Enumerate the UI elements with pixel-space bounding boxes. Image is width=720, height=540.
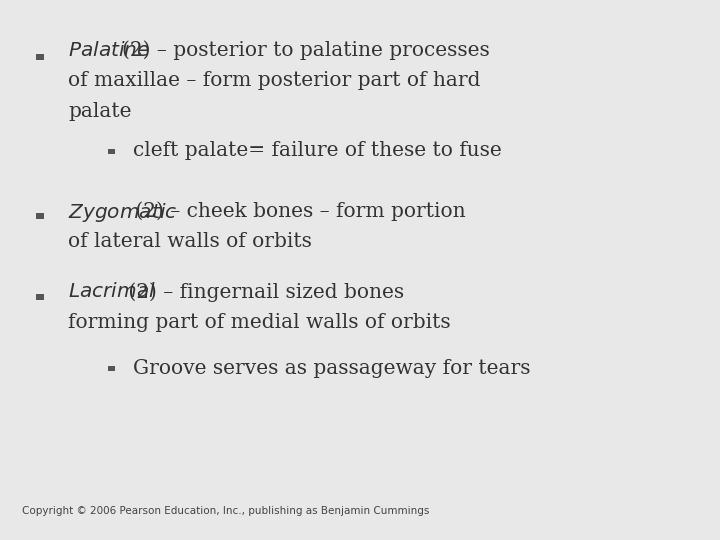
Text: cleft palate= failure of these to fuse: cleft palate= failure of these to fuse: [133, 141, 502, 160]
Text: of maxillae – form posterior part of hard: of maxillae – form posterior part of har…: [68, 71, 481, 90]
Text: (2) – fingernail sized bones: (2) – fingernail sized bones: [122, 282, 404, 301]
Text: (2) – posterior to palatine processes: (2) – posterior to palatine processes: [122, 40, 490, 60]
FancyBboxPatch shape: [36, 294, 44, 300]
Text: $\mathit{Palatine}$: $\mathit{Palatine}$: [68, 40, 150, 59]
Text: Copyright © 2006 Pearson Education, Inc., publishing as Benjamin Cummings: Copyright © 2006 Pearson Education, Inc.…: [22, 505, 429, 516]
Text: $\mathit{Zygomatic}$: $\mathit{Zygomatic}$: [68, 201, 178, 224]
Text: palate: palate: [68, 102, 132, 121]
Text: of lateral walls of orbits: of lateral walls of orbits: [68, 232, 312, 251]
Text: (2) – cheek bones – form portion: (2) – cheek bones – form portion: [129, 201, 465, 220]
FancyBboxPatch shape: [36, 53, 44, 59]
Text: forming part of medial walls of orbits: forming part of medial walls of orbits: [68, 313, 451, 332]
Text: $\mathit{Lacrimal}$: $\mathit{Lacrimal}$: [68, 282, 156, 301]
FancyBboxPatch shape: [36, 213, 44, 219]
Text: Groove serves as passageway for tears: Groove serves as passageway for tears: [133, 359, 531, 377]
FancyBboxPatch shape: [108, 148, 115, 153]
FancyBboxPatch shape: [108, 366, 115, 370]
